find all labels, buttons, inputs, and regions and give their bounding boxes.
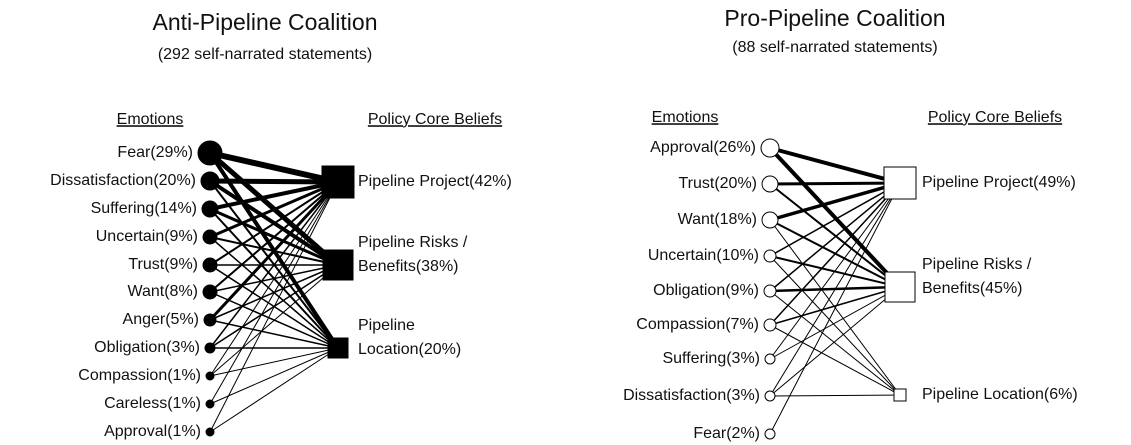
edge xyxy=(209,181,339,293)
emotion-node xyxy=(764,390,776,402)
emotion-node xyxy=(205,371,215,381)
belief-node xyxy=(883,166,917,200)
emotion-node xyxy=(763,284,777,298)
belief-label: Pipeline Risks / xyxy=(358,234,468,251)
emotion-node xyxy=(205,427,215,437)
belief-label: Benefits(38%) xyxy=(358,258,459,275)
belief-node xyxy=(322,249,354,281)
emotion-label: Trust(20%) xyxy=(678,175,757,192)
emotion-label: Dissatisfaction(3%) xyxy=(623,387,760,404)
emotion-label: Compassion(7%) xyxy=(636,316,759,333)
emotion-node xyxy=(760,138,780,158)
emotion-label: Uncertain(9%) xyxy=(96,228,198,245)
edge xyxy=(769,290,901,396)
edge xyxy=(768,146,902,289)
edge xyxy=(769,394,901,397)
edge xyxy=(209,264,339,377)
edge xyxy=(769,181,901,186)
edge xyxy=(209,347,339,377)
edge xyxy=(209,178,339,185)
belief-label: Benefits(45%) xyxy=(922,280,1023,297)
edge xyxy=(769,182,901,397)
edge xyxy=(209,180,339,239)
panel-title: Anti-Pipeline Coalition xyxy=(152,9,377,35)
edge xyxy=(769,182,901,326)
emotion-node xyxy=(203,313,217,327)
belief-node xyxy=(321,165,355,199)
belief-label: Pipeline xyxy=(358,317,415,334)
edge xyxy=(769,183,901,288)
emotion-node xyxy=(202,257,218,273)
emotion-label: Uncertain(10%) xyxy=(648,247,759,264)
emotion-node xyxy=(204,342,216,354)
belief-label: Pipeline Project(49%) xyxy=(922,174,1076,191)
edge xyxy=(769,286,901,360)
panel-subtitle: (292 self-narrated statements) xyxy=(158,46,372,63)
emotion-label: Fear(2%) xyxy=(693,425,760,442)
emotion-label: Suffering(3%) xyxy=(662,350,760,367)
emotion-node xyxy=(764,353,776,365)
belief-label: Pipeline Project(42%) xyxy=(358,173,512,190)
emotion-label: Approval(26%) xyxy=(650,139,756,156)
edge xyxy=(209,181,339,433)
edge xyxy=(209,181,339,349)
emotion-node xyxy=(764,428,776,440)
belief-label: Pipeline Risks / xyxy=(922,256,1032,273)
emotions-header: Emotions xyxy=(652,109,719,126)
emotion-label: Compassion(1%) xyxy=(78,367,201,384)
edge xyxy=(209,181,339,266)
emotion-node xyxy=(201,200,219,218)
edge xyxy=(209,181,339,377)
emotion-node xyxy=(200,171,220,191)
emotion-node xyxy=(763,249,777,263)
edge xyxy=(769,255,901,396)
emotion-label: Trust(9%) xyxy=(128,256,198,273)
emotion-node xyxy=(761,211,779,229)
edge xyxy=(769,181,901,222)
belief-label: Pipeline Location(6%) xyxy=(922,386,1078,403)
emotions-header: Emotions xyxy=(117,111,184,128)
edge xyxy=(769,286,901,397)
edge xyxy=(769,182,901,257)
emotion-node xyxy=(205,399,215,409)
emotion-label: Dissatisfaction(20%) xyxy=(50,172,196,189)
emotion-label: Obligation(3%) xyxy=(94,339,200,356)
edge xyxy=(208,180,340,322)
panel-title: Pro-Pipeline Coalition xyxy=(724,5,945,31)
edge xyxy=(209,180,339,211)
edge xyxy=(769,182,901,435)
emotion-label: Obligation(9%) xyxy=(653,282,759,299)
panel-subtitle: (88 self-narrated statements) xyxy=(732,39,937,56)
emotion-node xyxy=(202,229,218,245)
edge xyxy=(769,146,901,185)
edge xyxy=(209,150,339,185)
belief-node xyxy=(893,388,907,402)
belief-label: Location(20%) xyxy=(358,341,461,358)
emotion-node xyxy=(761,175,779,193)
edge xyxy=(209,347,339,433)
edge xyxy=(209,181,339,405)
emotion-label: Want(18%) xyxy=(678,211,757,228)
emotion-label: Suffering(14%) xyxy=(91,200,197,217)
edge xyxy=(769,324,901,396)
edge xyxy=(769,286,901,326)
emotion-node xyxy=(197,140,223,166)
emotion-label: Approval(1%) xyxy=(104,423,201,440)
belief-node xyxy=(327,337,349,359)
emotion-node xyxy=(763,318,777,332)
emotion-label: Want(8%) xyxy=(127,283,198,300)
beliefs-header: Policy Core Beliefs xyxy=(928,109,1062,126)
emotion-label: Careless(1%) xyxy=(104,395,201,412)
edge xyxy=(209,319,339,349)
emotion-label: Anger(5%) xyxy=(123,311,199,328)
belief-node xyxy=(884,271,916,303)
beliefs-header: Policy Core Beliefs xyxy=(368,111,502,128)
emotion-label: Fear(29%) xyxy=(117,144,193,161)
edge xyxy=(209,347,339,405)
edge xyxy=(769,182,901,292)
emotion-node xyxy=(202,284,218,300)
edge xyxy=(769,182,901,360)
